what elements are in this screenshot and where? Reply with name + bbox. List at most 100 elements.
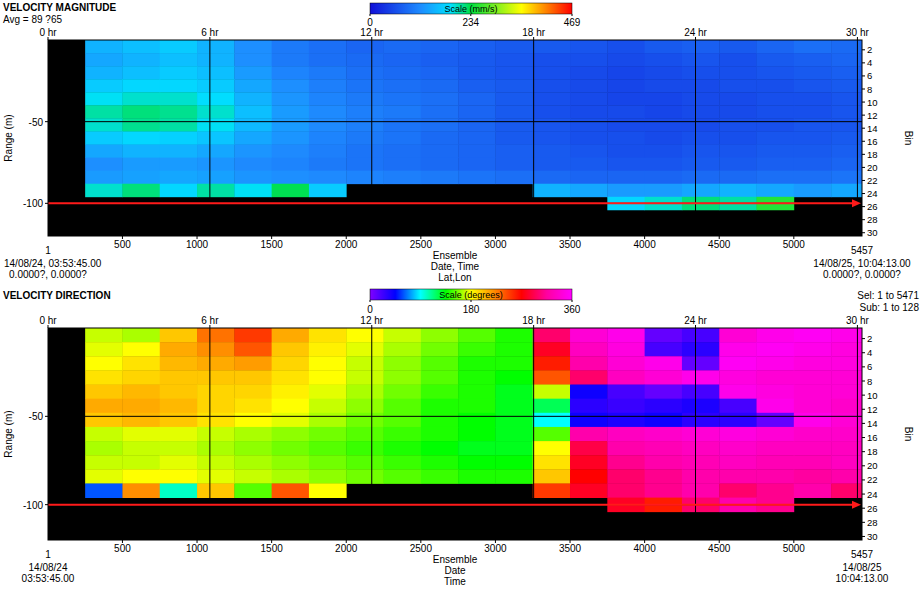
cell [346,385,384,400]
cell [757,328,795,343]
start-label: 03:53:45.00 [22,573,75,584]
colorbar-tick [470,14,471,16]
end-label: 14/08/25 [843,562,882,573]
cell [757,399,795,414]
cell [458,171,496,184]
cell [346,40,384,53]
tick-label: 28 [867,517,878,528]
cell [197,385,235,400]
cell [645,118,683,131]
cell [309,483,347,498]
tick [862,232,865,233]
cell [645,79,683,92]
grid-line [371,328,372,540]
cell [570,158,608,171]
cell [85,40,123,53]
end-label: 10:04:13.00 [836,573,889,584]
cell [607,413,645,428]
cell [794,66,832,79]
cell [757,105,795,118]
colorbar-title: Scale (mm/s) [444,4,497,14]
tick-label: 30 [867,531,878,542]
plot-frame [48,40,862,236]
cell [533,469,571,484]
cell [682,53,720,66]
cell [85,105,123,118]
cell [421,385,459,400]
cell [85,483,123,498]
cell [197,399,235,414]
grid-line [209,40,210,236]
cell [384,328,422,343]
cell [272,385,310,400]
cell [533,184,571,197]
cell [421,370,459,385]
cell [570,53,608,66]
cell [757,413,795,428]
cell [682,105,720,118]
cell [682,118,720,131]
tick-label: -100 [23,198,43,209]
cell [458,40,496,53]
cell [682,441,720,456]
cell [570,184,608,197]
cell [719,184,757,197]
cell [682,356,720,371]
tick-label: 2 [867,333,872,344]
cell [570,427,608,442]
cell [533,53,571,66]
tick [862,180,865,181]
colorbar-title: Scale (degrees) [439,290,503,300]
tick [862,154,865,155]
colorbar [370,3,572,14]
cell [794,441,832,456]
cell [384,469,422,484]
tick-label: 10 [867,97,878,108]
tick [862,536,865,537]
cell [645,399,683,414]
cell [234,171,272,184]
cell [682,131,720,144]
cell [607,328,645,343]
cell [607,171,645,184]
tick [862,102,865,103]
grid-line [48,121,862,122]
cell [533,427,571,442]
tick-label: 6 hr [201,315,219,326]
cell [309,370,347,385]
cell [495,413,533,428]
cell [421,118,459,131]
cell [122,441,160,456]
cell [794,79,832,92]
tick-label: 6 [867,70,872,81]
cell [495,66,533,79]
tick-label: 3000 [484,239,507,250]
tick-label: 24 [867,188,878,199]
cell [272,40,310,53]
tick [45,121,48,122]
cell [607,399,645,414]
cell [272,483,310,498]
figure: VELOCITY MAGNITUDEAvg = 89 ?65Scale (mm/… [0,0,923,610]
cell [309,385,347,400]
cell [570,118,608,131]
cell [757,469,795,484]
cell [682,483,720,498]
cell [682,328,720,343]
cell [645,184,683,197]
cell [272,469,310,484]
cell [794,145,832,158]
cell [122,171,160,184]
cell [719,66,757,79]
cell [794,158,832,171]
plot-background [48,328,862,540]
tick-label: 30 [867,227,878,238]
tick [862,167,865,168]
colorbar [370,289,572,300]
cell [794,328,832,343]
cell [421,158,459,171]
cell [495,441,533,456]
cell [346,399,384,414]
cell [85,131,123,144]
cell [719,385,757,400]
